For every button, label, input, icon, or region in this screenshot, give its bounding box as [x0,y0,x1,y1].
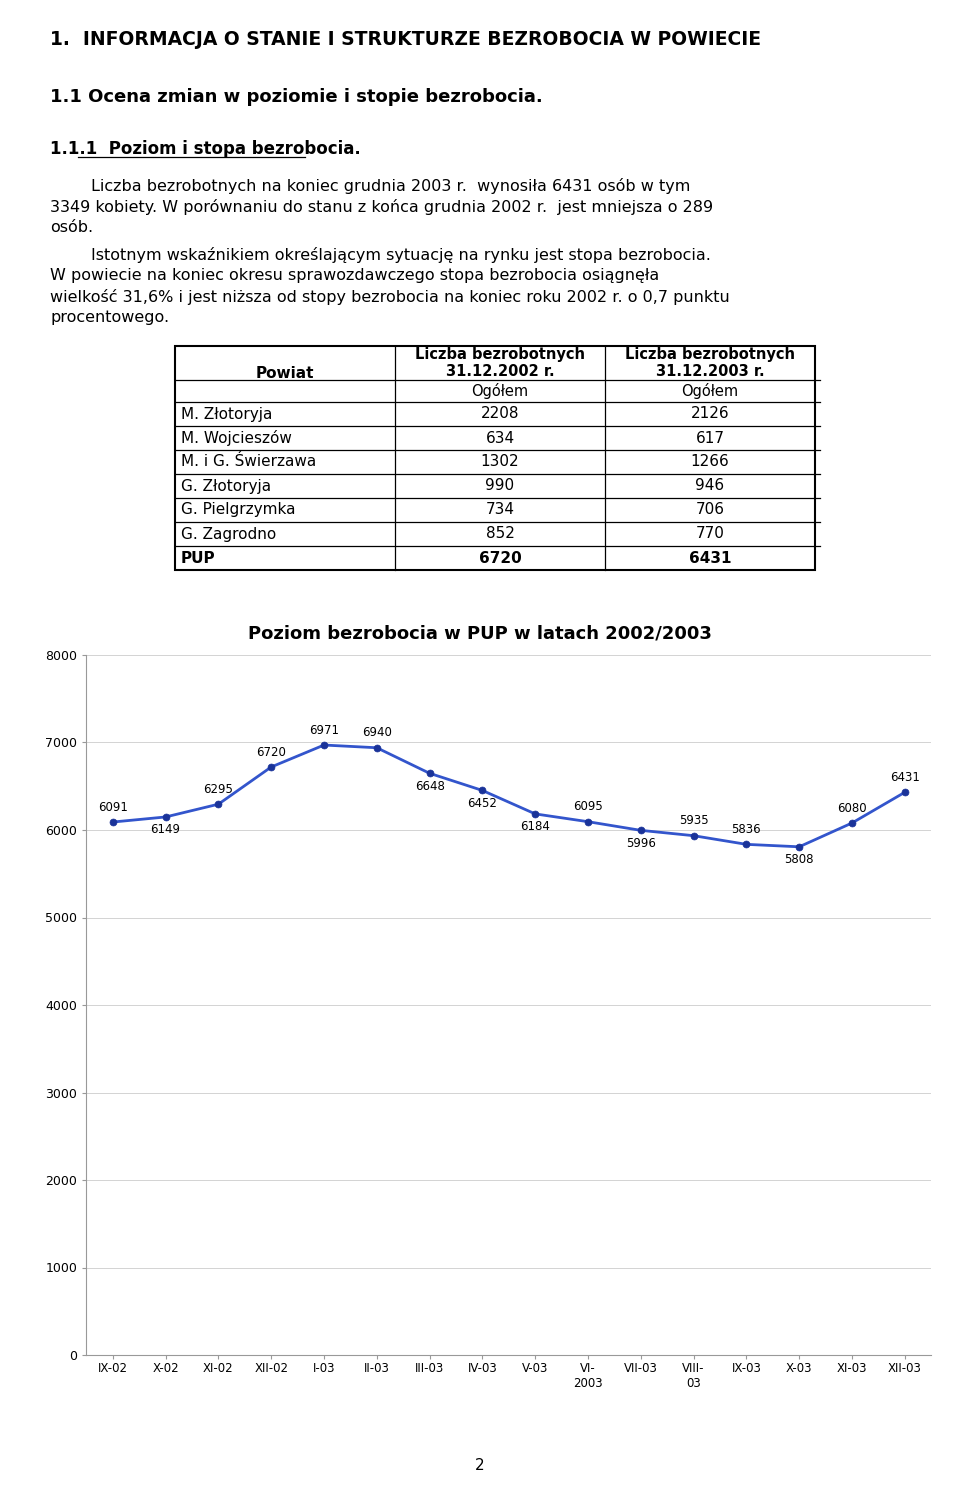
Text: 6149: 6149 [151,823,180,836]
Text: 1.1.1  Poziom i stopa bezrobocia.: 1.1.1 Poziom i stopa bezrobocia. [50,139,361,157]
Text: 2: 2 [475,1459,485,1474]
Text: 6091: 6091 [98,800,128,814]
Text: Liczba bezrobotnych
31.12.2003 r.: Liczba bezrobotnych 31.12.2003 r. [625,346,795,379]
Text: 6720: 6720 [479,550,521,565]
Text: Ogółem: Ogółem [471,384,529,399]
Text: M. Wojcieszów: M. Wojcieszów [181,430,292,447]
Text: M. Złotoryja: M. Złotoryja [181,406,273,421]
Text: 5935: 5935 [679,814,708,827]
Text: 617: 617 [695,430,725,445]
Text: 5996: 5996 [626,836,656,850]
Text: 770: 770 [696,526,725,541]
Text: M. i G. Świerzawa: M. i G. Świerzawa [181,454,316,469]
Text: 6184: 6184 [520,820,550,833]
Text: 1302: 1302 [481,454,519,469]
Text: 2126: 2126 [690,406,730,421]
Text: 2208: 2208 [481,406,519,421]
Text: 6295: 6295 [204,782,233,796]
Text: Ogółem: Ogółem [682,384,738,399]
Text: 734: 734 [486,502,515,517]
Text: G. Złotoryja: G. Złotoryja [181,478,271,493]
Text: Istotnym wskaźnikiem określającym sytuację na rynku jest stopa bezrobocia.: Istotnym wskaźnikiem określającym sytuac… [50,247,710,262]
Text: 1.  INFORMACJA O STANIE I STRUKTURZE BEZROBOCIA W POWIECIE: 1. INFORMACJA O STANIE I STRUKTURZE BEZR… [50,30,761,49]
Text: 6452: 6452 [468,797,497,809]
Text: 1266: 1266 [690,454,730,469]
Text: 5836: 5836 [732,823,761,836]
Text: 990: 990 [486,478,515,493]
Text: 852: 852 [486,526,515,541]
Text: procentowego.: procentowego. [50,310,169,325]
Text: 6971: 6971 [309,724,339,736]
Text: Poziom bezrobocia w PUP w latach 2002/2003: Poziom bezrobocia w PUP w latach 2002/20… [248,625,712,643]
Text: 5808: 5808 [784,853,814,866]
Text: Powiat: Powiat [255,366,314,382]
Text: 946: 946 [695,478,725,493]
Text: 6720: 6720 [256,745,286,758]
Text: 6940: 6940 [362,727,392,739]
Text: G. Pielgrzymka: G. Pielgrzymka [181,502,296,517]
Text: 6431: 6431 [688,550,732,565]
Text: W powiecie na koniec okresu sprawozdawczego stopa bezrobocia osiągnęła: W powiecie na koniec okresu sprawozdawcz… [50,268,660,283]
Text: 3349 kobiety. W porównaniu do stanu z końca grudnia 2002 r.  jest mniejsza o 289: 3349 kobiety. W porównaniu do stanu z ko… [50,199,713,214]
Text: 706: 706 [695,502,725,517]
Text: 6431: 6431 [890,770,920,784]
Text: PUP: PUP [181,550,216,565]
Text: wielkość 31,6% i jest niższa od stopy bezrobocia na koniec roku 2002 r. o 0,7 pu: wielkość 31,6% i jest niższa od stopy be… [50,289,730,304]
Text: 6080: 6080 [837,802,867,814]
Text: 6648: 6648 [415,779,444,793]
Bar [175,346,815,570]
Text: 6095: 6095 [573,800,603,814]
Text: Liczba bezrobotnych na koniec grudnia 2003 r.  wynosiła 6431 osób w tym: Liczba bezrobotnych na koniec grudnia 20… [50,178,690,193]
Text: 1.1 Ocena zmian w poziomie i stopie bezrobocia.: 1.1 Ocena zmian w poziomie i stopie bezr… [50,88,542,106]
Text: G. Zagrodno: G. Zagrodno [181,526,276,541]
Text: 634: 634 [486,430,515,445]
Text: Liczba bezrobotnych
31.12.2002 r.: Liczba bezrobotnych 31.12.2002 r. [415,346,585,379]
Text: osób.: osób. [50,220,93,235]
